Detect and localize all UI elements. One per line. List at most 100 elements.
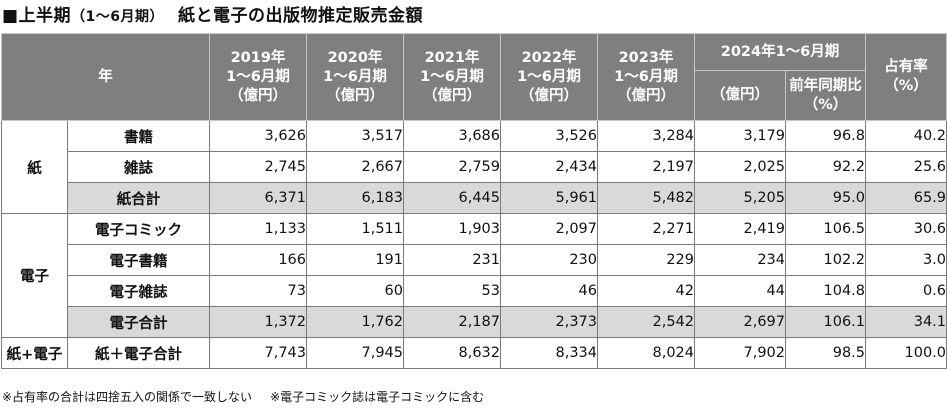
- cell: 1,903: [403, 213, 501, 245]
- cell: 106.1: [784, 306, 867, 338]
- title-marker: ■上半期: [2, 6, 72, 26]
- cell: 100.0: [865, 337, 947, 369]
- cell: 3,626: [209, 120, 307, 152]
- cell: 104.8: [784, 275, 867, 307]
- cell: 3.0: [865, 244, 947, 276]
- cell: 102.2: [784, 244, 867, 276]
- cell: 2,271: [597, 213, 695, 245]
- table-header: 年 2019年 1〜6月期 （億円） 2020年 1〜6月期 （億円） 2021年 1〜6…: [1, 33, 947, 121]
- cell: 2,025: [694, 151, 786, 183]
- table-row-subtotal: 紙合計 6,371 6,183 6,445 5,961 5,482 5,205 …: [2, 182, 947, 214]
- cell: 191: [306, 244, 404, 276]
- cell: 92.2: [784, 151, 867, 183]
- cell: 8,632: [403, 337, 501, 369]
- cell: 1,511: [306, 213, 404, 245]
- header-col-2020: 2020年 1〜6月期 （億円）: [306, 33, 404, 121]
- cell: 1,372: [209, 306, 307, 338]
- cell: 2,434: [500, 151, 598, 183]
- cell: 2,697: [694, 306, 786, 338]
- cell: 230: [500, 244, 598, 276]
- row-label: 紙合計: [67, 182, 210, 214]
- cell: 0.6: [865, 275, 947, 307]
- row-label: 電子書籍: [67, 244, 210, 276]
- row-label: 電子合計: [67, 306, 210, 338]
- table-row-subtotal: 電子合計 1,372 1,762 2,187 2,373 2,542 2,697…: [2, 306, 947, 338]
- header-col-share: 占有率 （%）: [865, 33, 947, 121]
- header-col-2024: 2024年1〜6月期: [693, 33, 867, 71]
- cell: 5,961: [500, 182, 598, 214]
- cell: 3,284: [597, 120, 695, 152]
- cell: 42: [597, 275, 695, 307]
- group-total: 紙+電子: [1, 337, 68, 369]
- cell: 44: [694, 275, 786, 307]
- header-yoy: 前年同期比 （%）: [784, 70, 867, 121]
- row-label: 電子コミック: [67, 213, 210, 245]
- cell: 73: [209, 275, 307, 307]
- table-row: 雑誌 2,745 2,667 2,759 2,434 2,197 2,025 9…: [2, 151, 947, 183]
- cell: 7,743: [209, 337, 307, 369]
- header-col-2023: 2023年 1〜6月期 （億円）: [597, 33, 695, 121]
- header-col-2022: 2022年 1〜6月期 （億円）: [500, 33, 598, 121]
- header-col-2019: 2019年 1〜6月期 （億円）: [209, 33, 307, 121]
- cell: 3,526: [500, 120, 598, 152]
- cell: 2,419: [694, 213, 786, 245]
- footnotes: ※占有率の合計は四捨五入の関係で一致しない ※電子コミック誌は電子コミックに含む: [2, 388, 484, 405]
- cell: 7,902: [694, 337, 786, 369]
- cell: 3,517: [306, 120, 404, 152]
- header-year-label: 年: [1, 33, 210, 121]
- cell: 46: [500, 275, 598, 307]
- cell: 6,445: [403, 182, 501, 214]
- cell: 2,373: [500, 306, 598, 338]
- cell: 106.5: [784, 213, 867, 245]
- sales-table: 年 2019年 1〜6月期 （億円） 2020年 1〜6月期 （億円） 2021年 1〜6…: [1, 33, 947, 369]
- cell: 5,205: [694, 182, 786, 214]
- cell: 2,187: [403, 306, 501, 338]
- cell: 40.2: [865, 120, 947, 152]
- cell: 1,133: [209, 213, 307, 245]
- cell: 2,197: [597, 151, 695, 183]
- cell: 96.8: [784, 120, 867, 152]
- cell: 30.6: [865, 213, 947, 245]
- cell: 65.9: [865, 182, 947, 214]
- cell: 229: [597, 244, 695, 276]
- cell: 34.1: [865, 306, 947, 338]
- group-paper: 紙: [1, 120, 68, 214]
- cell: 2,667: [306, 151, 404, 183]
- row-label: 書籍: [67, 120, 210, 152]
- cell: 7,945: [306, 337, 404, 369]
- table-row: 電子書籍 166 191 231 230 229 234 102.2 3.0: [2, 244, 947, 276]
- cell: 60: [306, 275, 404, 307]
- cell: 25.6: [865, 151, 947, 183]
- cell: 98.5: [784, 337, 867, 369]
- cell: 8,334: [500, 337, 598, 369]
- table-row: 紙 書籍 3,626 3,517 3,686 3,526 3,284 3,179…: [1, 120, 947, 214]
- cell: 2,759: [403, 151, 501, 183]
- table-row-grand-total: 紙+電子 紙＋電子合計 7,743 7,945 8,632 8,334 8,02…: [1, 337, 947, 369]
- footnote-comic: ※電子コミック誌は電子コミックに含む: [270, 390, 485, 404]
- cell: 1,762: [306, 306, 404, 338]
- row-label: 電子雑誌: [67, 275, 210, 307]
- cell: 5,482: [597, 182, 695, 214]
- row-label: 雑誌: [67, 151, 210, 183]
- footnote-rounding: ※占有率の合計は四捨五入の関係で一致しない: [2, 390, 253, 404]
- cell: 3,686: [403, 120, 501, 152]
- cell: 95.0: [784, 182, 867, 214]
- cell: 234: [694, 244, 786, 276]
- header-2024-unit: （億円）: [694, 70, 786, 121]
- row-label: 紙＋電子合計: [67, 337, 210, 369]
- cell: 2,097: [500, 213, 598, 245]
- cell: 231: [403, 244, 501, 276]
- cell: 166: [209, 244, 307, 276]
- cell: 8,024: [597, 337, 695, 369]
- page-title: ■上半期（1〜6月期） 紙と電子の出版物推定販売金額: [2, 1, 423, 31]
- table-row: 電子 電子コミック 1,133 1,511 1,903 2,097 2,271 …: [1, 213, 947, 338]
- table-row: 電子雑誌 73 60 53 46 42 44 104.8 0.6: [2, 275, 947, 307]
- cell: 2,542: [597, 306, 695, 338]
- cell: 6,183: [306, 182, 404, 214]
- cell: 53: [403, 275, 501, 307]
- header-col-2021: 2021年 1〜6月期 （億円）: [403, 33, 501, 121]
- title-text: 紙と電子の出版物推定販売金額: [178, 6, 424, 26]
- group-digital: 電子: [1, 213, 68, 338]
- cell: 3,179: [694, 120, 786, 152]
- title-period: （1〜6月期）: [71, 9, 165, 25]
